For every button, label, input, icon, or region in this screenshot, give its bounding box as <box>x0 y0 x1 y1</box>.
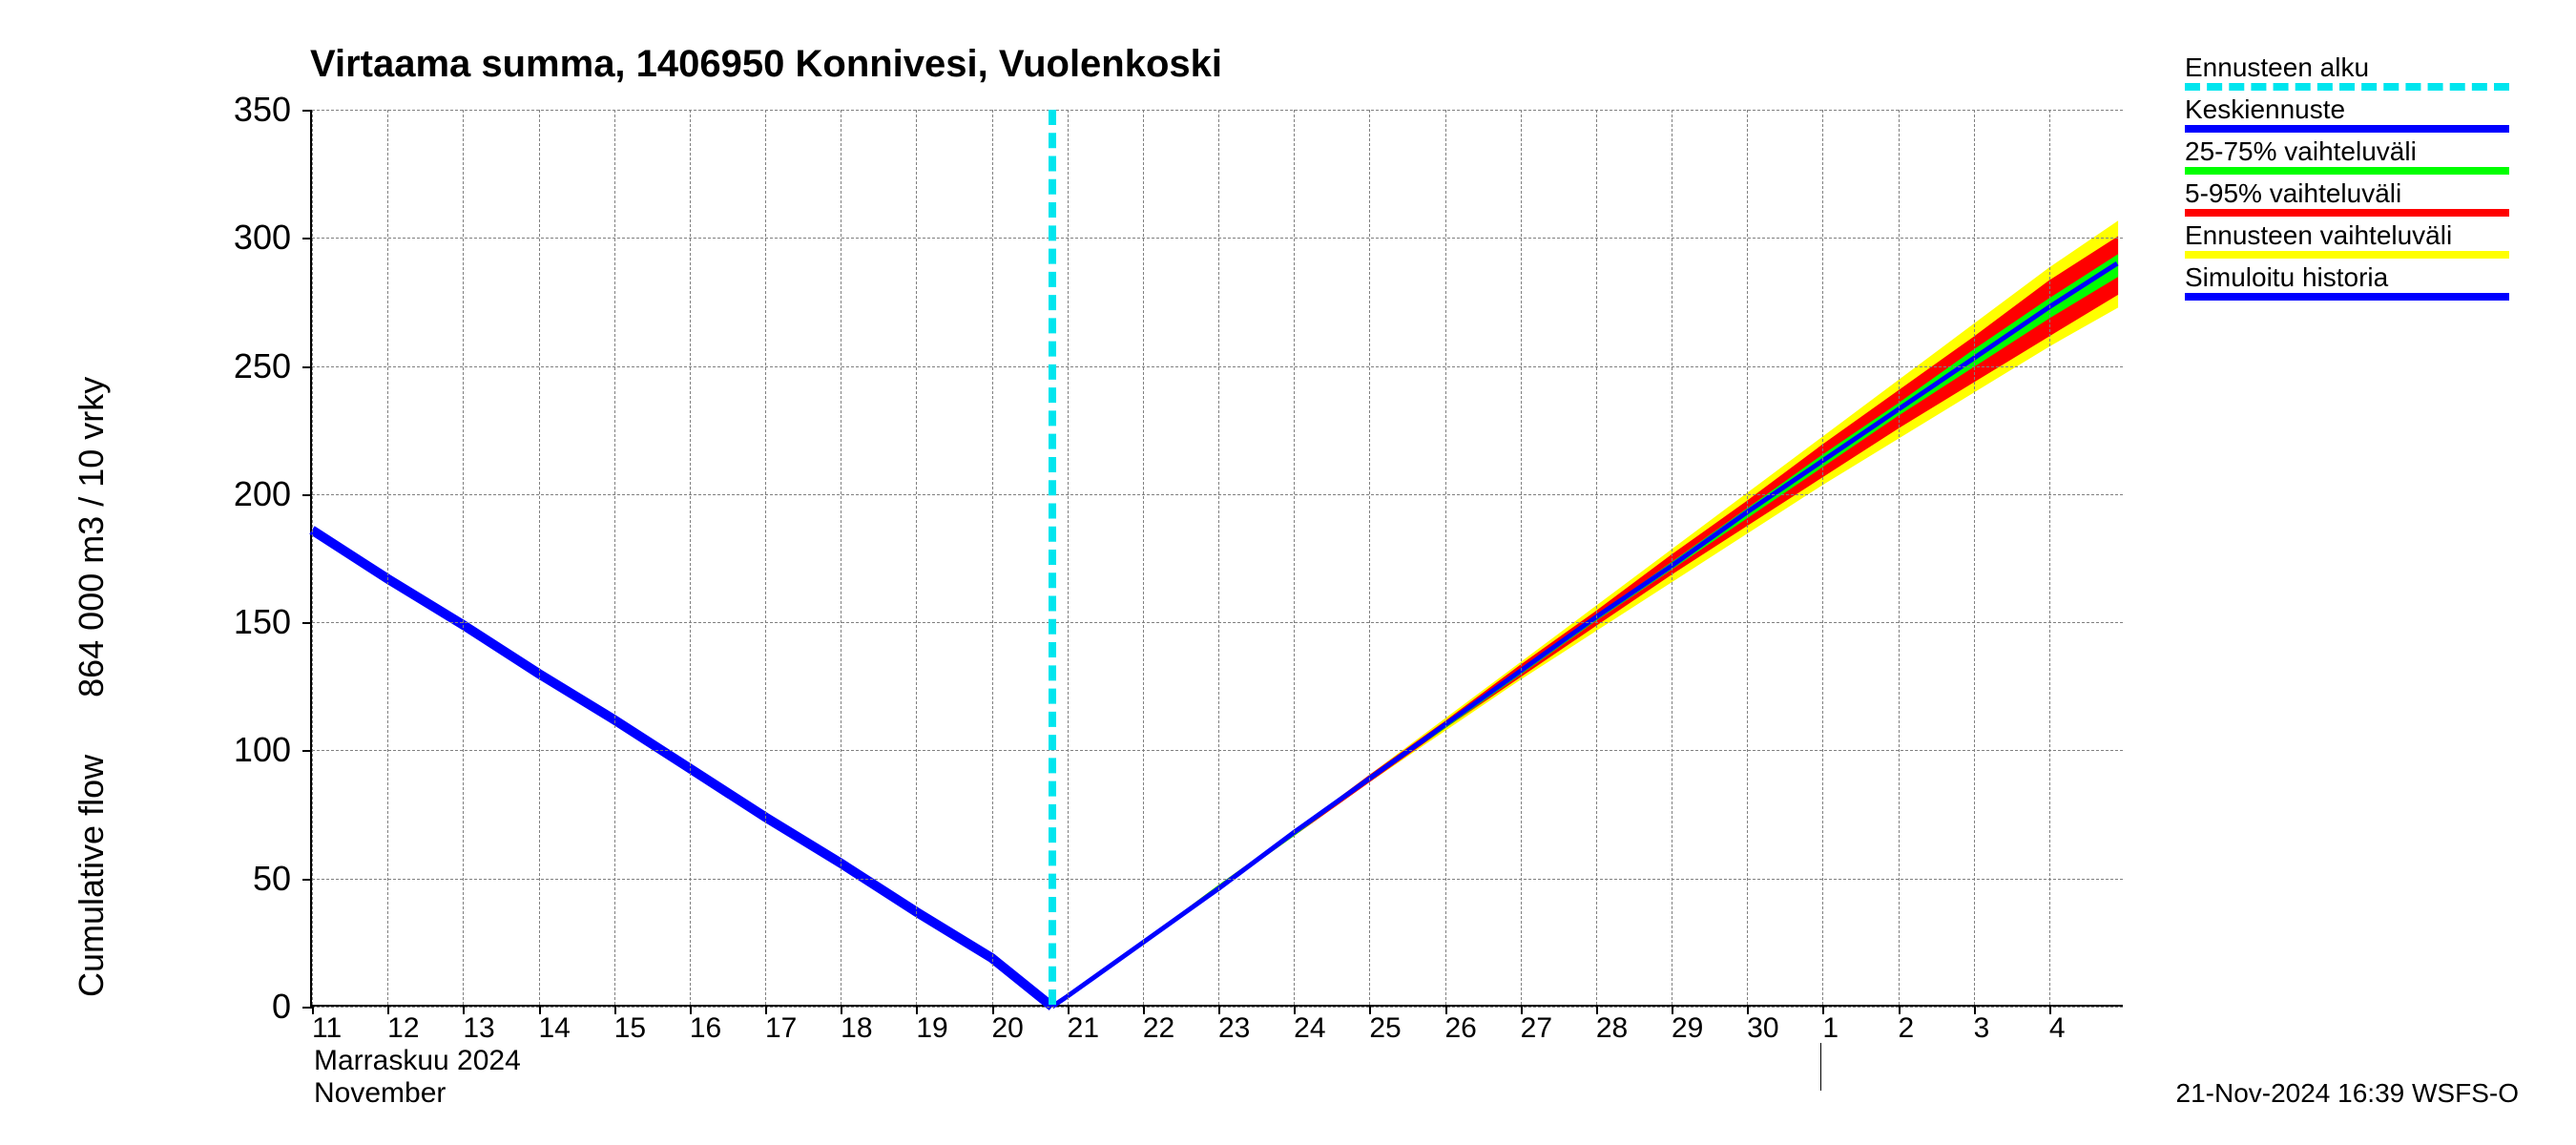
xtick-label: 18 <box>841 1012 872 1045</box>
xtick-label: 29 <box>1672 1012 1703 1045</box>
xtick-label: 2 <box>1899 1012 1915 1045</box>
y-axis-label: Cumulative flow 864 000 m3 / 10 vrky <box>72 377 112 997</box>
legend-swatch <box>2185 209 2509 217</box>
gridline-v <box>1822 110 1823 1005</box>
xtick-label: 1 <box>1822 1012 1839 1045</box>
ytick-mark <box>302 879 312 881</box>
ytick-mark <box>302 750 312 752</box>
ytick-mark <box>302 622 312 624</box>
legend-item: Ennusteen alku <box>2185 52 2509 91</box>
legend-label: Keskiennuste <box>2185 94 2509 125</box>
gridline-v <box>1596 110 1597 1005</box>
gridline-v <box>690 110 691 1005</box>
gridline-h <box>312 622 2123 623</box>
xtick-label: 20 <box>992 1012 1024 1045</box>
xtick-label: 24 <box>1294 1012 1325 1045</box>
xtick-label: 17 <box>765 1012 797 1045</box>
legend-label: 25-75% vaihteluväli <box>2185 136 2509 167</box>
ylabel-line1: Cumulative flow <box>72 755 111 997</box>
xtick-label: 14 <box>539 1012 571 1045</box>
legend-swatch <box>2185 125 2509 133</box>
gridline-h <box>312 494 2123 495</box>
gridline-v <box>1899 110 1900 1005</box>
chart-container: Virtaama summa, 1406950 Konnivesi, Vuole… <box>0 0 2576 1145</box>
yellow_band <box>1052 222 2117 1007</box>
gridline-v <box>1445 110 1446 1005</box>
plot-area <box>310 110 2123 1007</box>
gridline-h <box>312 238 2123 239</box>
timestamp: 21-Nov-2024 16:39 WSFS-O <box>2176 1078 2520 1109</box>
legend-swatch <box>2185 251 2509 259</box>
gridline-v <box>1218 110 1219 1005</box>
gridline-v <box>1143 110 1144 1005</box>
month-divider <box>1820 1043 1821 1091</box>
legend-label: 5-95% vaihteluväli <box>2185 178 2509 209</box>
ytick-mark <box>302 1007 312 1009</box>
legend-swatch <box>2185 167 2509 175</box>
month-label-fi: Marraskuu 2024 <box>314 1045 521 1077</box>
ytick-mark <box>302 366 312 368</box>
gridline-v <box>992 110 993 1005</box>
gridline-v <box>916 110 917 1005</box>
xtick-label: 13 <box>463 1012 494 1045</box>
xtick-label: 27 <box>1521 1012 1552 1045</box>
legend-item: 5-95% vaihteluväli <box>2185 178 2509 217</box>
xtick-label: 25 <box>1369 1012 1401 1045</box>
xtick-label: 22 <box>1143 1012 1174 1045</box>
legend-swatch <box>2185 293 2509 301</box>
xtick-label: 4 <box>2049 1012 2066 1045</box>
gridline-v <box>387 110 388 1005</box>
xtick-label: 19 <box>916 1012 947 1045</box>
gridline-v <box>2049 110 2050 1005</box>
gridline-v <box>463 110 464 1005</box>
xtick-label: 26 <box>1445 1012 1477 1045</box>
forecast-start-line <box>1049 110 1056 1005</box>
xtick-label: 23 <box>1218 1012 1250 1045</box>
xtick-label: 16 <box>690 1012 721 1045</box>
ytick-mark <box>302 110 312 112</box>
gridline-v <box>1974 110 1975 1005</box>
legend-item: Simuloitu historia <box>2185 262 2509 301</box>
legend: Ennusteen alku Keskiennuste 25-75% vaihtel… <box>2185 52 2509 304</box>
ylabel-line2: 864 000 m3 / 10 vrky <box>72 377 111 697</box>
legend-item: Ennusteen vaihteluväli <box>2185 220 2509 259</box>
xtick-label: 15 <box>614 1012 646 1045</box>
gridline-v <box>539 110 540 1005</box>
gridline-h <box>312 366 2123 367</box>
gridline-v <box>1294 110 1295 1005</box>
xtick-label: 28 <box>1596 1012 1628 1045</box>
gridline-v <box>1521 110 1522 1005</box>
gridline-v <box>765 110 766 1005</box>
gridline-v <box>614 110 615 1005</box>
xtick-label: 21 <box>1068 1012 1099 1045</box>
xtick-label: 3 <box>1974 1012 1990 1045</box>
gridline-h <box>312 750 2123 751</box>
gridline-h <box>312 1007 2123 1008</box>
gridline-v <box>1747 110 1748 1005</box>
xtick-label: 11 <box>312 1012 342 1045</box>
chart-title: Virtaama summa, 1406950 Konnivesi, Vuole… <box>310 43 1222 86</box>
history-line <box>312 530 1052 1007</box>
legend-label: Ennusteen vaihteluväli <box>2185 220 2509 251</box>
gridline-v <box>312 110 313 1005</box>
legend-label: Simuloitu historia <box>2185 262 2509 293</box>
legend-swatch <box>2185 83 2509 91</box>
xtick-label: 30 <box>1747 1012 1778 1045</box>
month-label-en: November <box>314 1077 446 1110</box>
gridline-h <box>312 879 2123 880</box>
ytick-mark <box>302 238 312 239</box>
gridline-h <box>312 110 2123 111</box>
legend-item: Keskiennuste <box>2185 94 2509 133</box>
gridline-v <box>1369 110 1370 1005</box>
legend-label: Ennusteen alku <box>2185 52 2509 83</box>
legend-item: 25-75% vaihteluväli <box>2185 136 2509 175</box>
xtick-label: 12 <box>387 1012 419 1045</box>
ytick-mark <box>302 494 312 496</box>
gridline-v <box>1068 110 1069 1005</box>
